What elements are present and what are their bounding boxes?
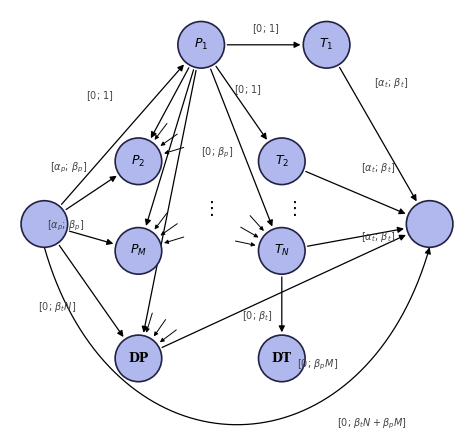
Text: $[0;\,\beta_t]$: $[0;\,\beta_t]$ bbox=[242, 309, 273, 323]
FancyArrowPatch shape bbox=[146, 313, 152, 332]
Text: $[0;\,1]$: $[0;\,1]$ bbox=[86, 90, 114, 103]
Text: $T_1$: $T_1$ bbox=[319, 37, 334, 52]
FancyArrowPatch shape bbox=[165, 147, 184, 154]
FancyArrowPatch shape bbox=[152, 68, 189, 137]
FancyArrowPatch shape bbox=[162, 235, 405, 348]
Text: $[0;\,\beta_t N]$: $[0;\,\beta_t N]$ bbox=[38, 300, 76, 314]
FancyArrowPatch shape bbox=[241, 227, 258, 237]
Text: $\vdots$: $\vdots$ bbox=[285, 199, 297, 218]
Circle shape bbox=[258, 228, 305, 274]
Circle shape bbox=[406, 201, 453, 247]
Text: $T_2$: $T_2$ bbox=[274, 154, 289, 169]
FancyArrowPatch shape bbox=[161, 224, 177, 235]
Text: $[0;\,1]$: $[0;\,1]$ bbox=[252, 22, 280, 36]
Text: $\vdots$: $\vdots$ bbox=[202, 199, 214, 218]
FancyArrowPatch shape bbox=[339, 67, 416, 200]
Text: $[0;\,1]$: $[0;\,1]$ bbox=[234, 83, 262, 96]
Circle shape bbox=[258, 335, 305, 382]
FancyArrowPatch shape bbox=[66, 177, 116, 210]
Text: $[\alpha_t;\,\beta_t]$: $[\alpha_t;\,\beta_t]$ bbox=[374, 76, 409, 90]
Circle shape bbox=[115, 228, 162, 274]
FancyArrowPatch shape bbox=[161, 134, 177, 145]
FancyArrowPatch shape bbox=[250, 215, 263, 230]
Circle shape bbox=[115, 138, 162, 185]
FancyArrowPatch shape bbox=[59, 246, 123, 336]
FancyArrowPatch shape bbox=[308, 227, 402, 246]
Text: $[0;\,\beta_p]$: $[0;\,\beta_p]$ bbox=[201, 145, 233, 159]
Circle shape bbox=[258, 138, 305, 185]
FancyArrowPatch shape bbox=[142, 70, 196, 332]
Text: $T_N$: $T_N$ bbox=[274, 243, 290, 258]
FancyArrowPatch shape bbox=[216, 66, 266, 139]
Circle shape bbox=[178, 22, 225, 68]
FancyArrowPatch shape bbox=[227, 42, 299, 47]
FancyArrowPatch shape bbox=[155, 213, 167, 228]
Text: $[\alpha_t;\,\beta_t]$: $[\alpha_t;\,\beta_t]$ bbox=[361, 161, 395, 175]
FancyArrowPatch shape bbox=[161, 330, 176, 342]
FancyArrowPatch shape bbox=[155, 124, 167, 139]
Text: $[0;\,\beta_t N+\beta_p M]$: $[0;\,\beta_t N+\beta_p M]$ bbox=[337, 416, 406, 431]
Text: $[\alpha_p;\,\beta_p]$: $[\alpha_p;\,\beta_p]$ bbox=[47, 219, 85, 233]
Text: DT: DT bbox=[272, 352, 292, 365]
FancyArrowPatch shape bbox=[236, 241, 255, 246]
FancyArrowPatch shape bbox=[146, 70, 193, 224]
FancyArrowPatch shape bbox=[62, 65, 183, 204]
FancyArrowPatch shape bbox=[165, 237, 184, 243]
FancyArrowPatch shape bbox=[279, 277, 284, 331]
Text: $[\alpha_p;\,\beta_p]$: $[\alpha_p;\,\beta_p]$ bbox=[50, 161, 88, 175]
Text: $[\alpha_t;\,\beta_t]$: $[\alpha_t;\,\beta_t]$ bbox=[361, 230, 395, 245]
FancyArrowPatch shape bbox=[306, 172, 404, 214]
Text: $P_1$: $P_1$ bbox=[194, 37, 208, 52]
Circle shape bbox=[21, 201, 68, 247]
Text: $P_M$: $P_M$ bbox=[130, 243, 147, 258]
Circle shape bbox=[115, 335, 162, 382]
Text: $[0;\,\beta_p M]$: $[0;\,\beta_p M]$ bbox=[297, 358, 338, 372]
FancyArrowPatch shape bbox=[69, 231, 112, 244]
FancyArrowPatch shape bbox=[155, 319, 165, 336]
FancyArrowPatch shape bbox=[210, 69, 272, 225]
Text: $P_2$: $P_2$ bbox=[131, 154, 146, 169]
Text: DP: DP bbox=[128, 352, 149, 365]
Circle shape bbox=[303, 22, 350, 68]
